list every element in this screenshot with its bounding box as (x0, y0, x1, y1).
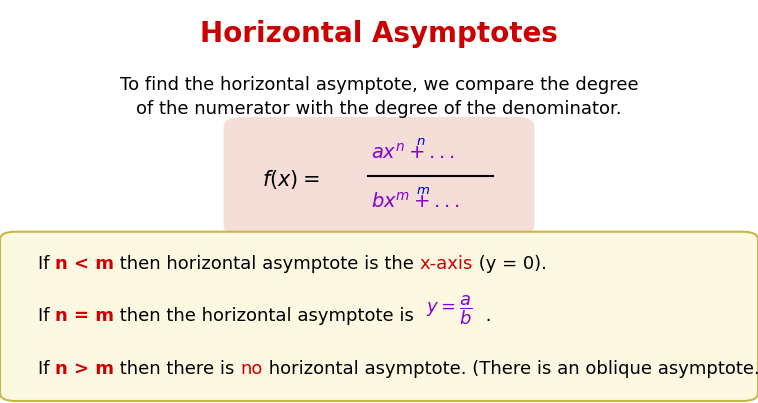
Text: $f(x)=$: $f(x)=$ (262, 168, 319, 191)
Text: To find the horizontal asymptote, we compare the degree: To find the horizontal asymptote, we com… (120, 76, 638, 93)
Text: .: . (480, 307, 492, 325)
Text: If: If (38, 307, 55, 325)
Text: n < m: n < m (55, 255, 114, 273)
Text: then there is: then there is (114, 360, 240, 378)
Text: $y=\dfrac{a}{b}$: $y=\dfrac{a}{b}$ (425, 293, 472, 327)
Text: then horizontal asymptote is the: then horizontal asymptote is the (114, 255, 420, 273)
FancyBboxPatch shape (0, 232, 758, 401)
Text: $m$: $m$ (416, 184, 430, 197)
Text: $n$: $n$ (416, 135, 426, 148)
Text: $bx^m + ...$: $bx^m + ...$ (371, 191, 460, 212)
Text: (y = 0).: (y = 0). (473, 255, 547, 273)
Text: n = m: n = m (55, 307, 114, 325)
FancyBboxPatch shape (224, 117, 534, 236)
Text: horizontal asymptote. (There is an oblique asymptote.): horizontal asymptote. (There is an obliq… (263, 360, 758, 378)
Text: $ax^n + ...$: $ax^n + ...$ (371, 143, 455, 163)
Text: no: no (240, 360, 263, 378)
Text: then the horizontal asymptote is: then the horizontal asymptote is (114, 307, 425, 325)
Text: x-axis: x-axis (420, 255, 473, 273)
Text: of the numerator with the degree of the denominator.: of the numerator with the degree of the … (136, 100, 622, 118)
Text: n > m: n > m (55, 360, 114, 378)
Text: If: If (38, 255, 55, 273)
Text: Horizontal Asymptotes: Horizontal Asymptotes (200, 20, 558, 48)
Text: If: If (38, 360, 55, 378)
